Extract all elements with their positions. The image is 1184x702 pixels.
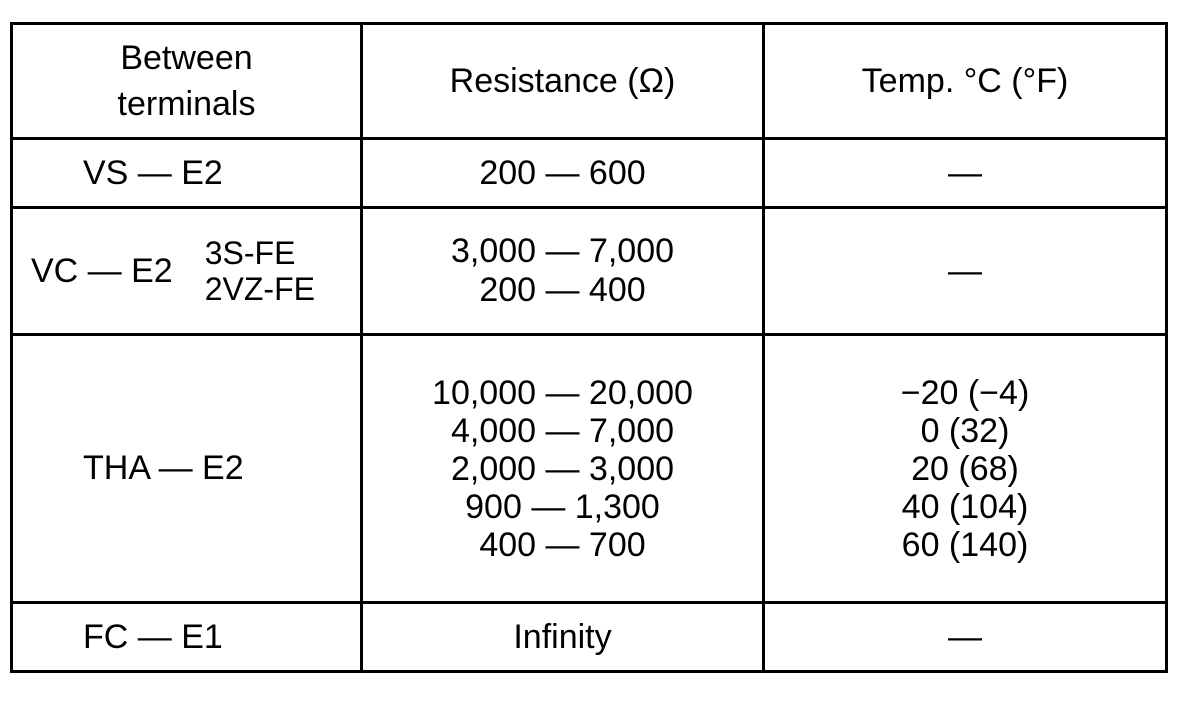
- resistance-value: Infinity: [513, 618, 612, 656]
- row: THA — E2 10,000 — 20,000 4,000 — 7,000 2,00…: [10, 333, 1168, 604]
- terminal: THA — E2: [13, 449, 360, 488]
- header-text: Between terminals: [117, 39, 256, 123]
- resistance-value: 200 — 400: [479, 271, 646, 309]
- variant: 2VZ-FE: [204, 271, 315, 307]
- temp-cell: —: [762, 137, 1168, 209]
- temp-value: —: [948, 618, 982, 656]
- resistance-cell: 3,000 — 7,000 200 — 400: [360, 206, 765, 336]
- resistance-value: 4,000 — 7,000: [450, 411, 675, 450]
- resistance-value: 900 — 1,300: [465, 487, 660, 526]
- variant: 3S-FE: [204, 235, 296, 271]
- resistance-value: 2,000 — 3,000: [450, 449, 675, 488]
- terminal: FC — E1: [13, 618, 360, 657]
- temp-cell: —: [762, 601, 1168, 673]
- terminal-text: FC — E1: [83, 617, 223, 656]
- temp-value: 40 (104): [901, 487, 1029, 526]
- resistance-value: 400 — 700: [479, 525, 646, 564]
- header-cell: Resistance (Ω): [360, 22, 765, 140]
- temp-value: —: [948, 153, 982, 192]
- spec-table: Between terminals Resistance (Ω) Temp. °…: [10, 22, 1168, 673]
- terminal-cell: VC — E2 3S-FE 2VZ-FE: [10, 206, 363, 336]
- header-cell: Temp. °C (°F): [762, 22, 1168, 140]
- terminal-cell: FC — E1: [10, 601, 363, 673]
- temp-value: 60 (140): [901, 525, 1029, 564]
- terminal-cell: THA — E2: [10, 333, 363, 604]
- temp-value: 20 (68): [911, 449, 1019, 488]
- temp-cell: −20 (−4) 0 (32) 20 (68) 40 (104) 60 (140): [762, 333, 1168, 604]
- resistance-cell: Infinity: [360, 601, 765, 673]
- resistance-cell: 200 — 600: [360, 137, 765, 209]
- variants: 3S-FE 2VZ-FE: [205, 235, 315, 307]
- temp-value: —: [948, 251, 982, 290]
- terminal: VS — E2: [13, 154, 360, 193]
- terminal-cell: VS — E2: [10, 137, 363, 209]
- row: VC — E2 3S-FE 2VZ-FE 3,000 — 7,000 200 — 400…: [10, 206, 1168, 336]
- resistance-value: 200 — 600: [479, 153, 646, 192]
- temp-value: 0 (32): [920, 411, 1010, 450]
- row: VS — E2 200 — 600 —: [10, 137, 1168, 209]
- temp-cell: —: [762, 206, 1168, 336]
- resistance-value: 10,000 — 20,000: [432, 373, 693, 412]
- resistance-cell: 10,000 — 20,000 4,000 — 7,000 2,000 — 3,00…: [360, 333, 765, 604]
- terminal-text: VC — E2: [31, 251, 173, 290]
- temp-value: −20 (−4): [900, 373, 1030, 412]
- terminal-text: VS — E2: [83, 153, 223, 192]
- terminal-text: THA — E2: [83, 449, 244, 487]
- terminal: VC — E2 3S-FE 2VZ-FE: [13, 235, 360, 307]
- row: FC — E1 Infinity —: [10, 601, 1168, 673]
- resistance-value: 3,000 — 7,000: [450, 232, 675, 270]
- header-row: Between terminals Resistance (Ω) Temp. °…: [10, 22, 1168, 140]
- header-cell: Between terminals: [10, 22, 363, 140]
